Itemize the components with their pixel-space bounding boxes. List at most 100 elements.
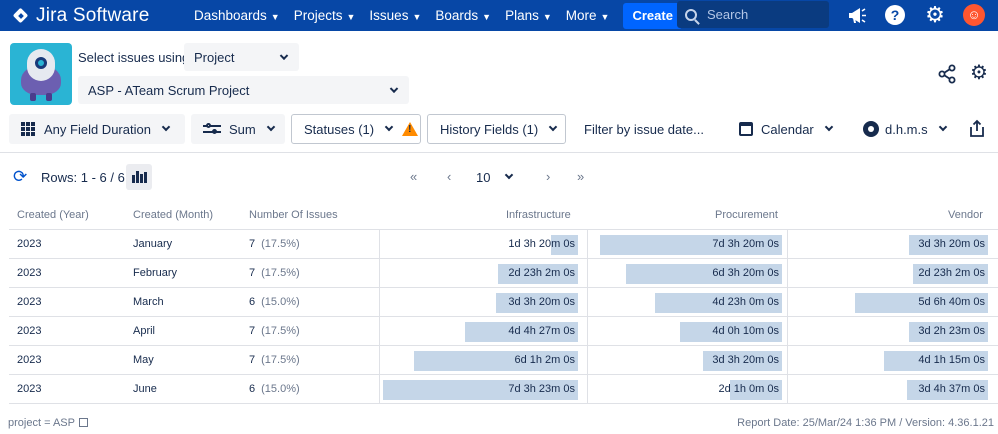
row-divider bbox=[9, 316, 998, 317]
last-page-button[interactable]: » bbox=[577, 169, 585, 184]
calendar-dropdown[interactable]: Calendar bbox=[727, 114, 841, 144]
project-avatar bbox=[10, 43, 72, 105]
col-header-month[interactable]: Created (Month) bbox=[133, 209, 214, 221]
duration-value-vendor: 4d 1h 15m 0s bbox=[918, 354, 985, 366]
duration-bar-infra[interactable] bbox=[551, 235, 578, 255]
search-input[interactable]: Search bbox=[677, 1, 829, 28]
export-icon[interactable] bbox=[960, 114, 994, 144]
nav-issues[interactable]: Issues ▼ bbox=[369, 8, 422, 23]
cell-number-of-issues: 7 (17.5%) bbox=[249, 317, 300, 346]
jql-link[interactable]: project = ASP bbox=[8, 417, 88, 429]
issue-count: 7 bbox=[249, 354, 256, 366]
col-header-infrastructure[interactable]: Infrastructure bbox=[506, 209, 571, 221]
table-row: 2023 March 6 (15.0%) 3d 3h 20m 0s 4d 23h 0m 0… bbox=[0, 288, 998, 317]
issue-count: 7 bbox=[249, 238, 256, 250]
refresh-icon[interactable]: ⟳ bbox=[13, 167, 28, 186]
issue-percent: (15.0%) bbox=[261, 296, 300, 308]
cell-month: February bbox=[133, 267, 178, 279]
duration-bar-infra[interactable] bbox=[414, 351, 578, 371]
duration-bar-proc[interactable] bbox=[655, 293, 782, 313]
duration-bar-infra[interactable] bbox=[465, 322, 578, 342]
col-header-procurement[interactable]: Procurement bbox=[715, 209, 778, 221]
field-duration-label: Any Field Duration bbox=[44, 121, 151, 137]
duration-bar-vendor[interactable] bbox=[855, 293, 988, 313]
filter-date-label: Filter by issue date... bbox=[584, 121, 704, 137]
user-avatar[interactable]: ☺ bbox=[963, 4, 985, 26]
next-page-button[interactable]: › bbox=[546, 169, 551, 184]
source-type-select[interactable]: Project bbox=[184, 43, 299, 71]
nav-plans[interactable]: Plans ▼ bbox=[505, 8, 552, 23]
duration-bar-infra[interactable] bbox=[496, 293, 578, 313]
row-divider bbox=[9, 403, 998, 404]
cell-number-of-issues: 7 (17.5%) bbox=[249, 346, 300, 375]
col-header-vendor[interactable]: Vendor bbox=[948, 209, 983, 221]
cell-year: 2023 bbox=[17, 238, 42, 250]
jql-text: project = ASP bbox=[8, 417, 75, 429]
duration-bar-proc[interactable] bbox=[680, 322, 782, 342]
duration-bar-vendor[interactable] bbox=[884, 351, 988, 371]
duration-value-infra: 7d 3h 23m 0s bbox=[508, 383, 575, 395]
duration-bar-proc[interactable] bbox=[703, 351, 782, 371]
duration-value-infra: 6d 1h 2m 0s bbox=[514, 354, 575, 366]
field-duration-dropdown[interactable]: Any Field Duration bbox=[9, 114, 185, 144]
col-header-number-of-issues[interactable]: Number Of Issues bbox=[249, 209, 338, 221]
issue-percent: (17.5%) bbox=[261, 354, 300, 366]
nav-dashboards[interactable]: Dashboards ▼ bbox=[194, 8, 280, 23]
duration-bar-vendor[interactable] bbox=[909, 235, 988, 255]
issue-count: 7 bbox=[249, 267, 256, 279]
duration-bar-vendor[interactable] bbox=[913, 264, 988, 284]
statuses-dropdown[interactable]: Statuses (1) bbox=[291, 114, 421, 144]
duration-bar-infra[interactable] bbox=[498, 264, 578, 284]
duration-bar-proc[interactable] bbox=[626, 264, 782, 284]
help-icon[interactable]: ? bbox=[885, 5, 905, 25]
issue-count: 7 bbox=[249, 325, 256, 337]
col-header-year[interactable]: Created (Year) bbox=[17, 209, 89, 221]
chevron-down-icon: ▼ bbox=[600, 12, 610, 22]
duration-bar-proc[interactable] bbox=[730, 380, 782, 400]
chevron-down-icon bbox=[824, 122, 834, 132]
calendar-label: Calendar bbox=[761, 121, 814, 137]
chevron-down-icon bbox=[279, 51, 289, 61]
share-icon[interactable] bbox=[937, 64, 957, 84]
external-link-icon bbox=[78, 418, 88, 427]
chart-toggle-icon[interactable] bbox=[126, 164, 152, 190]
aggregation-dropdown[interactable]: Sum bbox=[191, 114, 285, 144]
first-page-button[interactable]: « bbox=[410, 169, 418, 184]
settings-gear-icon[interactable]: ⚙ bbox=[925, 2, 945, 27]
chevron-down-icon bbox=[389, 84, 399, 94]
chevron-down-icon: ▼ bbox=[412, 12, 422, 22]
nav-boards[interactable]: Boards ▼ bbox=[435, 8, 492, 23]
history-fields-label: History Fields (1) bbox=[440, 121, 539, 137]
chevron-down-icon bbox=[266, 122, 275, 132]
filter-by-date-button[interactable]: Filter by issue date... bbox=[572, 114, 712, 144]
source-type-value: Project bbox=[194, 49, 235, 65]
prev-page-button[interactable]: ‹ bbox=[447, 169, 452, 184]
jira-home-link[interactable]: Jira Software bbox=[12, 5, 182, 27]
history-fields-dropdown[interactable]: History Fields (1) bbox=[427, 114, 566, 144]
duration-bar-proc[interactable] bbox=[600, 235, 782, 255]
report-info: Report Date: 25/Mar/24 1:36 PM / Version… bbox=[737, 417, 994, 429]
table-row: 2023 June 6 (15.0%) 7d 3h 23m 0s 2d 1h 0m 0s 3… bbox=[0, 375, 998, 404]
sliders-icon bbox=[203, 123, 221, 135]
chevron-down-icon: ▼ bbox=[270, 12, 280, 22]
megaphone-icon[interactable] bbox=[846, 4, 868, 26]
project-select[interactable]: ASP - ATeam Scrum Project bbox=[78, 76, 409, 104]
chevron-down-icon: ▼ bbox=[542, 12, 552, 22]
duration-value-vendor: 3d 4h 37m 0s bbox=[918, 383, 985, 395]
time-format-dropdown[interactable]: d.h.m.s bbox=[851, 114, 947, 144]
create-button[interactable]: Create bbox=[623, 2, 682, 29]
cell-month: January bbox=[133, 238, 173, 250]
duration-bar-infra[interactable] bbox=[383, 380, 578, 400]
duration-bar-vendor[interactable] bbox=[907, 380, 988, 400]
cell-month: May bbox=[133, 354, 154, 366]
report-settings-gear-icon[interactable]: ⚙ bbox=[970, 62, 988, 84]
chevron-down-icon bbox=[549, 122, 558, 132]
chevron-down-icon: ▼ bbox=[482, 12, 492, 22]
nav-more[interactable]: More ▼ bbox=[565, 8, 610, 23]
nav-projects[interactable]: Projects ▼ bbox=[293, 8, 356, 23]
duration-bar-vendor[interactable] bbox=[909, 322, 988, 342]
cell-number-of-issues: 6 (15.0%) bbox=[249, 375, 300, 404]
chevron-down-icon bbox=[505, 170, 514, 180]
page-size-select[interactable]: 10 bbox=[476, 166, 526, 188]
duration-value-infra: 1d 3h 20m 0s bbox=[508, 238, 575, 250]
